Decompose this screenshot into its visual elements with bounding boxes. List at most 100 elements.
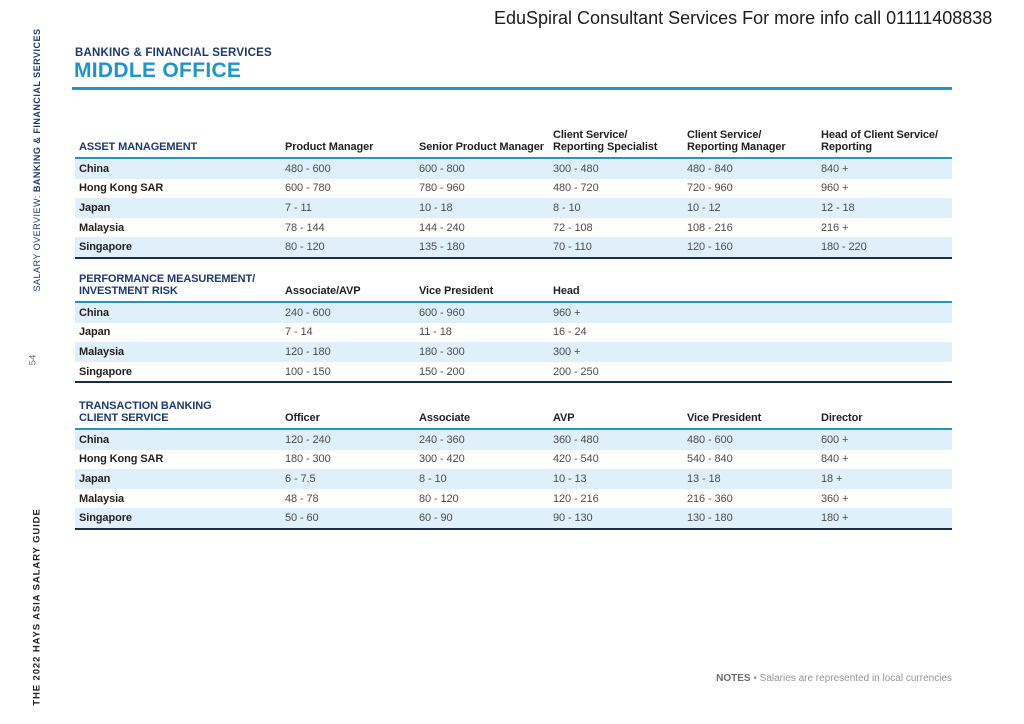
salary-range-value: 70 - 110	[553, 241, 592, 254]
salary-range-value: 72 - 108	[553, 221, 593, 234]
title-divider	[72, 87, 952, 90]
salary-range-value: 130 - 180	[687, 512, 733, 525]
salary-range-value: 216 - 360	[687, 492, 733, 505]
salary-range-value: 80 - 120	[285, 241, 325, 254]
table-row: Singapore 100 - 150 150 - 200 200 - 250	[75, 361, 952, 382]
salary-range-value: 7 - 14	[285, 326, 313, 339]
salary-range-value: 180 - 300	[285, 453, 331, 466]
table-row: Japan 7 - 11 10 - 18 8 - 10 10 - 12 12 - 18	[75, 198, 952, 218]
salary-range-value: 144 - 240	[419, 221, 465, 234]
salary-range-value: 120 - 180	[285, 345, 331, 358]
row-country-label: Japan	[79, 201, 111, 214]
column-header: Head	[553, 285, 580, 298]
salary-range-value: 120 - 240	[285, 433, 331, 446]
row-country-label: China	[79, 306, 110, 319]
salary-range-value: 135 - 180	[419, 241, 465, 254]
page-number: 54	[27, 354, 39, 366]
row-country-label: Malaysia	[79, 221, 125, 234]
salary-range-value: 480 - 600	[687, 433, 733, 446]
column-header: Vice President	[419, 285, 494, 298]
table-transaction-banking: TRANSACTION BANKING CLIENT SERVICE Office…	[75, 400, 952, 530]
salary-range-value: 180 - 300	[419, 345, 465, 358]
table-header-row: TRANSACTION BANKING CLIENT SERVICE Office…	[75, 400, 952, 430]
sidebar-section-bold: BANKING & FINANCIAL SERVICES	[32, 28, 42, 193]
salary-range-value: 10 - 12	[687, 201, 721, 214]
column-header: Client Service/ Reporting Manager	[687, 129, 786, 154]
column-header: AVP	[553, 412, 575, 425]
table-row: Japan 7 - 14 11 - 18 16 - 24	[75, 322, 952, 343]
salary-range-value: 50 - 60	[285, 512, 319, 525]
salary-range-value: 100 - 150	[285, 365, 331, 378]
salary-range-value: 720 - 960	[687, 182, 733, 195]
salary-range-value: 600 +	[821, 433, 849, 446]
salary-range-value: 216 +	[821, 221, 849, 234]
row-country-label: Japan	[79, 472, 111, 485]
salary-range-value: 480 - 840	[687, 162, 733, 175]
table-asset-management: ASSET MANAGEMENT Product Manager Senior Pr…	[75, 129, 952, 259]
salary-range-value: 78 - 144	[285, 221, 325, 234]
salary-range-value: 10 - 13	[553, 472, 587, 485]
salary-range-value: 300 - 480	[553, 162, 599, 175]
notes-text: Salaries are represented in local curren…	[759, 673, 952, 684]
salary-range-value: 11 - 18	[419, 326, 452, 339]
salary-range-value: 180 - 220	[821, 241, 867, 254]
salary-range-value: 840 +	[821, 453, 849, 466]
column-header: Head of Client Service/ Reporting	[821, 129, 938, 154]
salary-range-value: 6 - 7.5	[285, 472, 316, 485]
salary-range-value: 240 - 600	[285, 306, 331, 319]
salary-range-value: 8 - 10	[419, 472, 447, 485]
column-header: Director	[821, 412, 863, 425]
table-header-row: PERFORMANCE MEASUREMENT/ INVESTMENT RISK…	[75, 273, 952, 303]
row-country-label: China	[79, 162, 110, 175]
row-country-label: Singapore	[79, 241, 132, 254]
salary-range-value: 600 - 800	[419, 162, 465, 175]
table-body: China 240 - 600 600 - 960 960 + Japan 7 - 14 1…	[75, 303, 952, 384]
table-row: China 480 - 600 600 - 800 300 - 480 480 - 84…	[75, 159, 952, 179]
table-row: China 120 - 240 240 - 360 360 - 480 480 - 60…	[75, 430, 952, 450]
salary-range-value: 120 - 216	[553, 492, 599, 505]
salary-range-value: 90 - 130	[553, 512, 593, 525]
table-row: Japan 6 - 7.5 8 - 10 10 - 13 13 - 18 18 +	[75, 469, 952, 489]
column-header: Associate/AVP	[285, 285, 361, 298]
salary-range-value: 600 - 960	[419, 306, 465, 319]
table-body: China 480 - 600 600 - 800 300 - 480 480 - 84…	[75, 159, 952, 259]
section-eyebrow: BANKING & FINANCIAL SERVICES	[75, 47, 272, 59]
column-header: Client Service/ Reporting Specialist	[553, 129, 658, 154]
salary-range-value: 300 - 420	[419, 453, 465, 466]
salary-range-value: 360 - 480	[553, 433, 599, 446]
sidebar-section-label: SALARY OVERVIEW: BANKING & FINANCIAL SER…	[32, 28, 42, 291]
table-row: Malaysia 120 - 180 180 - 300 300 +	[75, 342, 952, 362]
column-header: Senior Product Manager	[419, 141, 544, 154]
table-section-title: TRANSACTION BANKING CLIENT SERVICE	[79, 400, 212, 425]
table-body: China 120 - 240 240 - 360 360 - 480 480 - 60…	[75, 430, 952, 530]
table-row: Hong Kong SAR 600 - 780 780 - 960 480 - 720…	[75, 178, 952, 199]
salary-range-value: 780 - 960	[419, 182, 465, 195]
salary-range-value: 16 - 24	[553, 326, 587, 339]
salary-range-value: 300 +	[553, 345, 581, 358]
salary-range-value: 420 - 540	[553, 453, 599, 466]
salary-range-value: 200 - 250	[553, 365, 599, 378]
row-country-label: Malaysia	[79, 492, 125, 505]
salary-range-value: 12 - 18	[821, 201, 855, 214]
salary-range-value: 60 - 90	[419, 512, 453, 525]
salary-range-value: 960 +	[821, 182, 849, 195]
sidebar-guide-label: THE 2022 HAYS ASIA SALARY GUIDE	[31, 508, 43, 706]
salary-range-value: 48 - 78	[285, 492, 319, 505]
salary-range-value: 120 - 160	[687, 241, 733, 254]
column-header: Associate	[419, 412, 471, 425]
column-header: Officer	[285, 412, 320, 425]
table-row: China 240 - 600 600 - 960 960 +	[75, 303, 952, 323]
notes-label: NOTES	[716, 673, 751, 684]
salary-range-value: 7 - 11	[285, 201, 312, 214]
row-country-label: Hong Kong SAR	[79, 453, 164, 466]
salary-range-value: 840 +	[821, 162, 849, 175]
table-section-title: PERFORMANCE MEASUREMENT/ INVESTMENT RISK	[79, 273, 256, 298]
salary-range-value: 960 +	[553, 306, 581, 319]
row-country-label: Malaysia	[79, 345, 125, 358]
table-header-row: ASSET MANAGEMENT Product Manager Senior Pr…	[75, 129, 952, 159]
table-row: Singapore 50 - 60 60 - 90 90 - 130 130 - 180…	[75, 508, 952, 528]
salary-range-value: 480 - 720	[553, 182, 599, 195]
salary-range-value: 13 - 18	[687, 472, 721, 485]
salary-range-value: 360 +	[821, 492, 849, 505]
table-performance-measurement: PERFORMANCE MEASUREMENT/ INVESTMENT RISK…	[75, 273, 952, 384]
